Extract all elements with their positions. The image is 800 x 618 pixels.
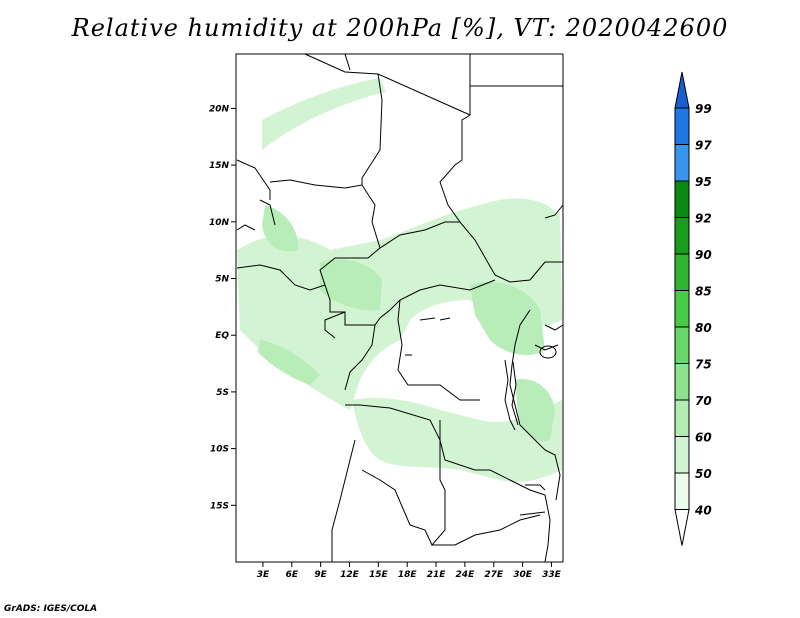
colorbar-swatch: [674, 363, 690, 401]
colorbar-swatch: [674, 107, 690, 145]
colorbar-label: 70: [695, 394, 712, 408]
colorbar-label: 50: [695, 467, 712, 481]
colorbar-label: 90: [695, 248, 712, 262]
lon-label: 18E: [398, 570, 418, 580]
colorbar-label: 95: [695, 175, 712, 189]
colorbar-label: 75: [695, 358, 712, 372]
lat-label: 5N: [215, 275, 229, 285]
colorbar-swatch: [674, 436, 690, 474]
colorbar-swatch: [674, 144, 690, 182]
lon-label: 9E: [314, 570, 327, 580]
lon-label: 27E: [484, 570, 504, 580]
colorbar-swatch: [674, 399, 690, 437]
longitude-labels: 3E 6E 9E 12E 15E 18E 21E 24E 27E 30E 33E: [257, 570, 562, 580]
colorbar-top-triangle: [674, 71, 690, 109]
colorbar-swatch: [674, 217, 690, 255]
lon-label: 21E: [427, 570, 447, 580]
lon-label: 30E: [513, 570, 533, 580]
lat-label: EQ: [215, 331, 229, 341]
colorbar-label: 97: [695, 139, 712, 153]
humidity-shading: [237, 78, 562, 482]
chart-title: Relative humidity at 200hPa [%], VT: 202…: [71, 14, 729, 42]
lon-label: 6E: [286, 570, 299, 580]
colorbar-swatch: [674, 326, 690, 364]
latitude-labels: 20N 15N 10N 5N EQ 5S 10S 15S: [209, 104, 230, 511]
colorbar-swatch: [674, 472, 690, 510]
colorbar-label: 60: [695, 431, 712, 445]
lon-label: 24E: [456, 570, 476, 580]
humidity-shading-darker: [258, 205, 555, 442]
lat-label: 10N: [209, 218, 230, 228]
colorbar-label: 40: [694, 504, 712, 518]
lake-outlines: [405, 317, 557, 516]
colorbar-swatch: [674, 180, 690, 218]
colorbar-swatch: [674, 290, 690, 328]
country-borders: [236, 53, 564, 563]
lon-label: 3E: [257, 570, 270, 580]
colorbar-label: 99: [695, 102, 712, 116]
lon-label: 33E: [542, 570, 562, 580]
colorbar-swatch: [674, 253, 690, 291]
lon-label: 12E: [340, 570, 360, 580]
map-frame: [235, 53, 564, 563]
colorbar-label: 85: [695, 285, 712, 299]
lon-label: 15E: [369, 570, 389, 580]
lat-label: 10S: [210, 445, 229, 455]
colorbar: 99 97 95 92 90 85 80 75 70 60 50 40: [674, 71, 712, 546]
lat-label: 5S: [216, 388, 229, 398]
lat-label: 15N: [209, 161, 230, 171]
axis-ticks: [231, 107, 552, 567]
colorbar-label: 92: [695, 212, 712, 226]
colorbar-label: 80: [695, 321, 712, 335]
grads-credit: GrADS: IGES/COLA: [4, 604, 98, 614]
lat-label: 20N: [209, 104, 230, 114]
colorbar-bottom-triangle: [674, 509, 690, 546]
lat-label: 15S: [210, 501, 229, 511]
